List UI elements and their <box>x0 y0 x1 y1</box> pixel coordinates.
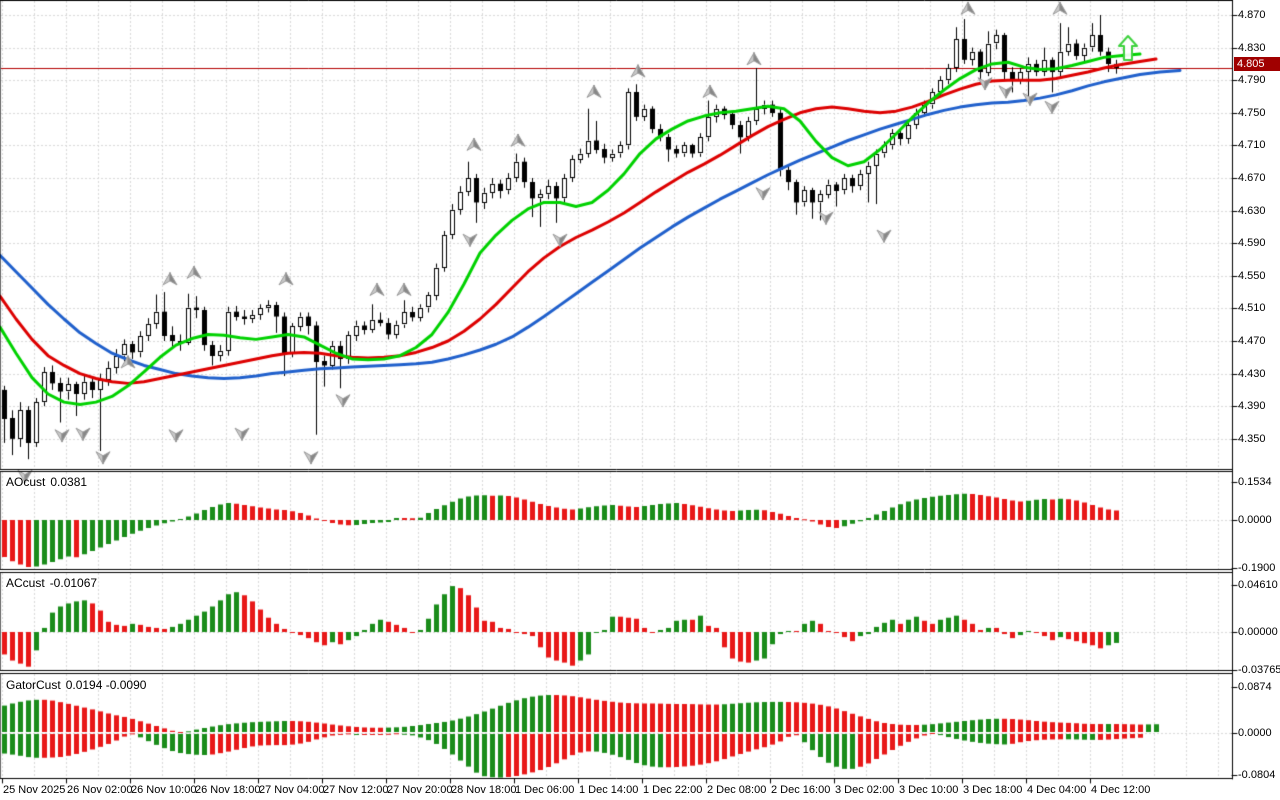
time-axis-label: 4 Dec 12:00 <box>1091 784 1151 796</box>
time-axis-label: 3 Dec 10:00 <box>899 784 959 796</box>
time-axis-label: 3 Dec 18:00 <box>963 784 1023 796</box>
time-axis-label: 25 Nov 2025 <box>3 784 66 796</box>
price-axis-label: 4.550 <box>1238 270 1266 282</box>
time-axis-label: 1 Dec 22:00 <box>643 784 703 796</box>
price-axis-label: 4.350 <box>1238 433 1266 445</box>
price-axis-label: 4.670 <box>1238 172 1266 184</box>
time-axis-label: 27 Nov 12:00 <box>323 784 389 796</box>
price-axis-label: 4.750 <box>1238 107 1266 119</box>
time-axis-label: 27 Nov 20:00 <box>387 784 453 796</box>
time-axis-label: 1 Dec 06:00 <box>515 784 575 796</box>
time-axis-label: 2 Dec 16:00 <box>771 784 831 796</box>
time-axis-label: 26 Nov 02:00 <box>67 784 133 796</box>
ao-scale-label: 0.0000 <box>1238 514 1272 526</box>
ac-indicator-name: ACcust <box>6 576 45 590</box>
ao-panel-title: AOcust 0.0381 <box>6 475 87 489</box>
time-axis-label: 2 Dec 08:00 <box>707 784 767 796</box>
ao-scale-label: 0.1534 <box>1238 476 1272 488</box>
price-axis-label: 4.710 <box>1238 139 1266 151</box>
gator-scale-label: 0.0874 <box>1238 681 1272 693</box>
ac-panel-title: ACcust -0.01067 <box>6 576 97 590</box>
gator-indicator-name: GatorCust <box>6 678 61 692</box>
ac-scale-label: 0.00000 <box>1238 626 1278 638</box>
price-axis-label: 4.390 <box>1238 400 1266 412</box>
time-axis-label: 4 Dec 04:00 <box>1027 784 1087 796</box>
ac-indicator-value: -0.01067 <box>49 576 98 590</box>
price-axis-label: 4.830 <box>1238 42 1266 54</box>
current-price-tag: 4.805 <box>1234 57 1280 71</box>
gator-scale-label: -0.0804 <box>1238 769 1276 781</box>
price-axis-label: 4.430 <box>1238 368 1266 380</box>
ao-indicator-name: AOcust <box>6 475 46 489</box>
price-axis-label: 4.630 <box>1238 205 1266 217</box>
ao-indicator-value: 0.0381 <box>50 475 88 489</box>
time-axis-label: 26 Nov 10:00 <box>131 784 197 796</box>
ac-scale-label: -0.03765 <box>1238 664 1280 676</box>
time-axis-label: 27 Nov 04:00 <box>259 784 325 796</box>
ac-scale-label: 0.04610 <box>1238 579 1278 591</box>
price-axis-label: 4.510 <box>1238 302 1266 314</box>
price-axis-label: 4.590 <box>1238 237 1266 249</box>
time-axis-label: 28 Nov 18:00 <box>451 784 517 796</box>
price-axis-label: 4.870 <box>1238 9 1266 21</box>
time-axis-label: 1 Dec 14:00 <box>579 784 639 796</box>
price-axis-label: 4.790 <box>1238 74 1266 86</box>
gator-indicator-value: 0.0194 -0.0090 <box>65 678 147 692</box>
gator-scale-label: 0.0000 <box>1238 727 1272 739</box>
time-axis-label: 26 Nov 18:00 <box>195 784 261 796</box>
gator-panel-title: GatorCust 0.0194 -0.0090 <box>6 678 146 692</box>
time-axis-label: 3 Dec 02:00 <box>835 784 895 796</box>
price-axis-label: 4.470 <box>1238 335 1266 347</box>
ao-scale-label: -0.1900 <box>1238 562 1276 574</box>
